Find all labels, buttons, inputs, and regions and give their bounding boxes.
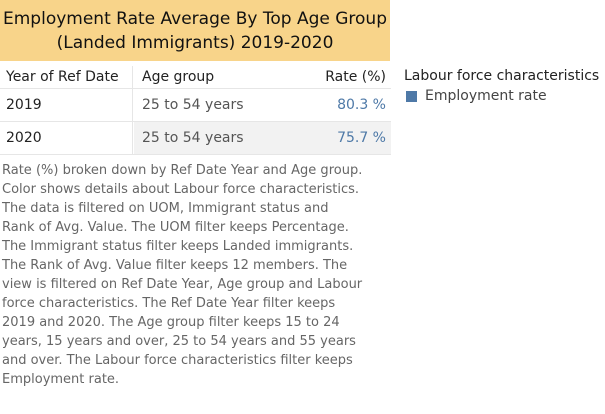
age-group-cell: 25 to 54 years [134, 122, 264, 154]
chart-title: Employment Rate Average By Top Age Group… [0, 0, 390, 61]
legend-item-employment-rate[interactable]: Employment rate [404, 88, 604, 104]
table-row[interactable]: 2019 25 to 54 years 80.3 % [0, 89, 391, 122]
legend-title: Labour force characteristics [404, 68, 600, 84]
rate-value-2020[interactable]: 75.7 % [337, 130, 386, 146]
year-cell: 2020 [0, 122, 133, 154]
rate-value-2019[interactable]: 80.3 % [337, 97, 386, 113]
table-row[interactable]: 2020 25 to 54 years 75.7 % [0, 122, 391, 155]
column-header-year[interactable]: Year of Ref Date [0, 66, 133, 88]
legend: Labour force characteristics Employment … [404, 68, 604, 104]
chart-title-line-1: Employment Rate Average By Top Age Group [3, 8, 387, 29]
chart-caption: Rate (%) broken down by Ref Date Year an… [2, 163, 363, 387]
year-cell: 2019 [0, 89, 133, 121]
table-header-row: Year of Ref Date Age group Rate (%) [0, 66, 391, 89]
rate-cell: 75.7 % [264, 122, 391, 154]
chart-title-line-2: (Landed Immigrants) 2019-2020 [56, 32, 334, 53]
legend-item-label: Employment rate [425, 88, 547, 104]
age-group-cell: 25 to 54 years [142, 97, 244, 113]
column-header-age-group[interactable]: Age group [142, 69, 215, 85]
column-header-rate[interactable]: Rate (%) [325, 69, 386, 85]
legend-swatch [406, 90, 417, 102]
rate-cell: 80.3 % [264, 89, 391, 121]
